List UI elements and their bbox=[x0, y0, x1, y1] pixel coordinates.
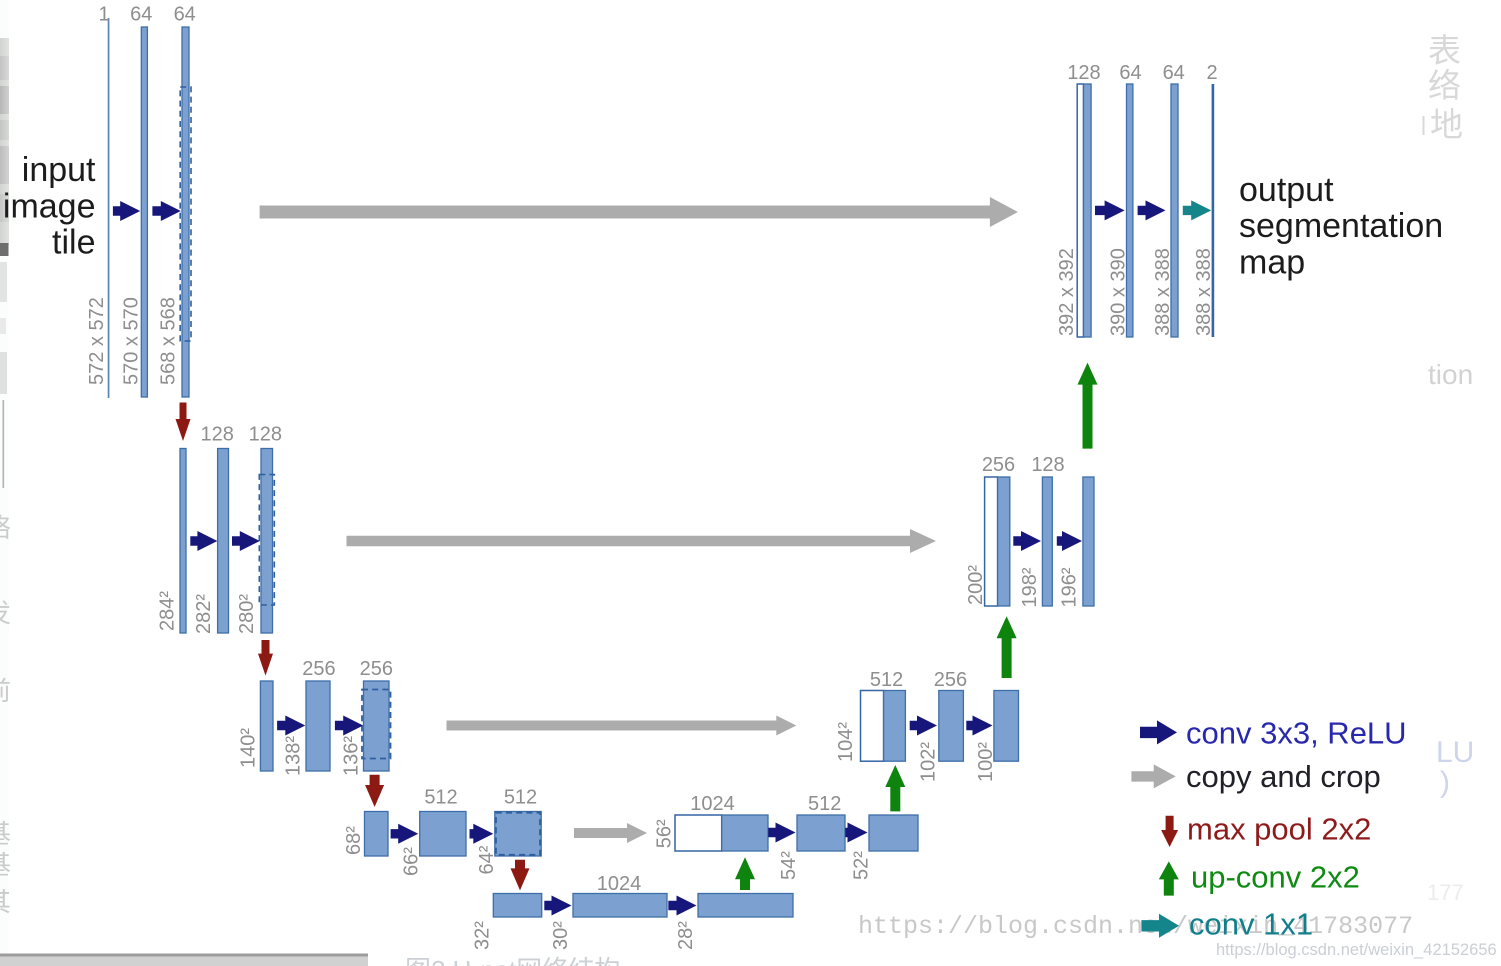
svg-text:140²: 140² bbox=[238, 728, 260, 768]
svg-text:54²: 54² bbox=[778, 851, 800, 880]
svg-text:28²: 28² bbox=[675, 921, 697, 950]
svg-text:282²: 282² bbox=[193, 594, 215, 634]
svg-text:56²: 56² bbox=[653, 819, 675, 848]
svg-text:64: 64 bbox=[1163, 62, 1185, 84]
svg-text:其: 其 bbox=[0, 887, 11, 917]
svg-text:568 x 568: 568 x 568 bbox=[158, 297, 180, 385]
svg-text:100²: 100² bbox=[975, 742, 997, 782]
svg-text:map: map bbox=[1239, 244, 1305, 282]
svg-text:LU: LU bbox=[1436, 736, 1474, 769]
svg-text:30²: 30² bbox=[550, 921, 572, 950]
svg-text:572 x 572: 572 x 572 bbox=[86, 297, 108, 385]
svg-text:128: 128 bbox=[249, 423, 282, 445]
svg-text:input: input bbox=[22, 151, 96, 189]
svg-text:2: 2 bbox=[1206, 62, 1217, 84]
svg-text:32²: 32² bbox=[472, 921, 494, 950]
svg-text:512: 512 bbox=[504, 787, 537, 809]
svg-text:280²: 280² bbox=[236, 594, 258, 634]
svg-text:198²: 198² bbox=[1019, 567, 1041, 607]
svg-text:390 x 390: 390 x 390 bbox=[1108, 248, 1130, 336]
svg-text:64²: 64² bbox=[476, 845, 498, 874]
svg-text:https://blog.csdn.net/weixin_4: https://blog.csdn.net/weixin_42152656 bbox=[1216, 941, 1497, 959]
svg-text:https://blog.csdn.net/weixin_4: https://blog.csdn.net/weixin_41783077 bbox=[858, 912, 1413, 941]
svg-text:64: 64 bbox=[1119, 62, 1141, 84]
svg-text:tion: tion bbox=[1428, 359, 1473, 390]
svg-text:output: output bbox=[1239, 171, 1334, 209]
svg-text:256: 256 bbox=[360, 658, 393, 680]
svg-text:1: 1 bbox=[98, 4, 109, 26]
svg-text:): ) bbox=[1440, 766, 1450, 799]
svg-text:512: 512 bbox=[808, 793, 841, 815]
svg-text:256: 256 bbox=[302, 658, 335, 680]
svg-text:136²: 136² bbox=[340, 736, 362, 776]
svg-text:copy and crop: copy and crop bbox=[1186, 759, 1381, 794]
svg-text:络: 络 bbox=[0, 513, 11, 543]
svg-text:64: 64 bbox=[174, 4, 196, 26]
svg-text:图2 U-net网络结构: 图2 U-net网络结构 bbox=[405, 955, 620, 966]
svg-text:570 x 570: 570 x 570 bbox=[121, 297, 143, 385]
svg-text:138²: 138² bbox=[283, 736, 305, 776]
svg-text:segmentation: segmentation bbox=[1239, 207, 1443, 245]
svg-text:284²: 284² bbox=[156, 591, 178, 631]
svg-text:image: image bbox=[3, 188, 96, 226]
svg-text:conv 3x3, ReLU: conv 3x3, ReLU bbox=[1186, 716, 1407, 751]
svg-text:200²: 200² bbox=[965, 565, 987, 605]
svg-text:256: 256 bbox=[934, 669, 967, 691]
svg-text:地: 地 bbox=[1430, 106, 1463, 143]
svg-text:128: 128 bbox=[1067, 62, 1100, 84]
svg-text:388 x 388: 388 x 388 bbox=[1152, 248, 1174, 336]
svg-text:1024: 1024 bbox=[597, 873, 642, 895]
svg-text:52²: 52² bbox=[851, 851, 873, 880]
svg-text:512: 512 bbox=[424, 787, 457, 809]
svg-text:104²: 104² bbox=[835, 722, 857, 762]
svg-text:177: 177 bbox=[1427, 880, 1464, 905]
svg-text:基: 基 bbox=[0, 850, 11, 880]
svg-text:tile: tile bbox=[52, 224, 95, 262]
svg-text:128: 128 bbox=[1031, 454, 1064, 476]
svg-text:128: 128 bbox=[201, 423, 234, 445]
svg-text:前: 前 bbox=[0, 676, 11, 706]
svg-text:64: 64 bbox=[130, 4, 152, 26]
svg-text:102²: 102² bbox=[918, 742, 940, 782]
svg-text:388 x 388: 388 x 388 bbox=[1193, 248, 1215, 336]
svg-text:512: 512 bbox=[870, 669, 903, 691]
svg-text:392 x 392: 392 x 392 bbox=[1056, 248, 1078, 336]
svg-text:256: 256 bbox=[982, 454, 1015, 476]
svg-text:196²: 196² bbox=[1059, 567, 1081, 607]
svg-text:conv 1x1: conv 1x1 bbox=[1189, 907, 1313, 942]
svg-text:发: 发 bbox=[0, 598, 11, 628]
svg-text:68²: 68² bbox=[343, 826, 365, 855]
svg-text:络: 络 bbox=[1428, 67, 1461, 104]
svg-text:66²: 66² bbox=[401, 847, 423, 876]
svg-text:表: 表 bbox=[1428, 32, 1461, 69]
svg-text:基: 基 bbox=[0, 819, 11, 849]
svg-text:max pool 2x2: max pool 2x2 bbox=[1187, 812, 1371, 847]
svg-text:up-conv 2x2: up-conv 2x2 bbox=[1191, 860, 1360, 895]
svg-text:1024: 1024 bbox=[690, 793, 735, 815]
